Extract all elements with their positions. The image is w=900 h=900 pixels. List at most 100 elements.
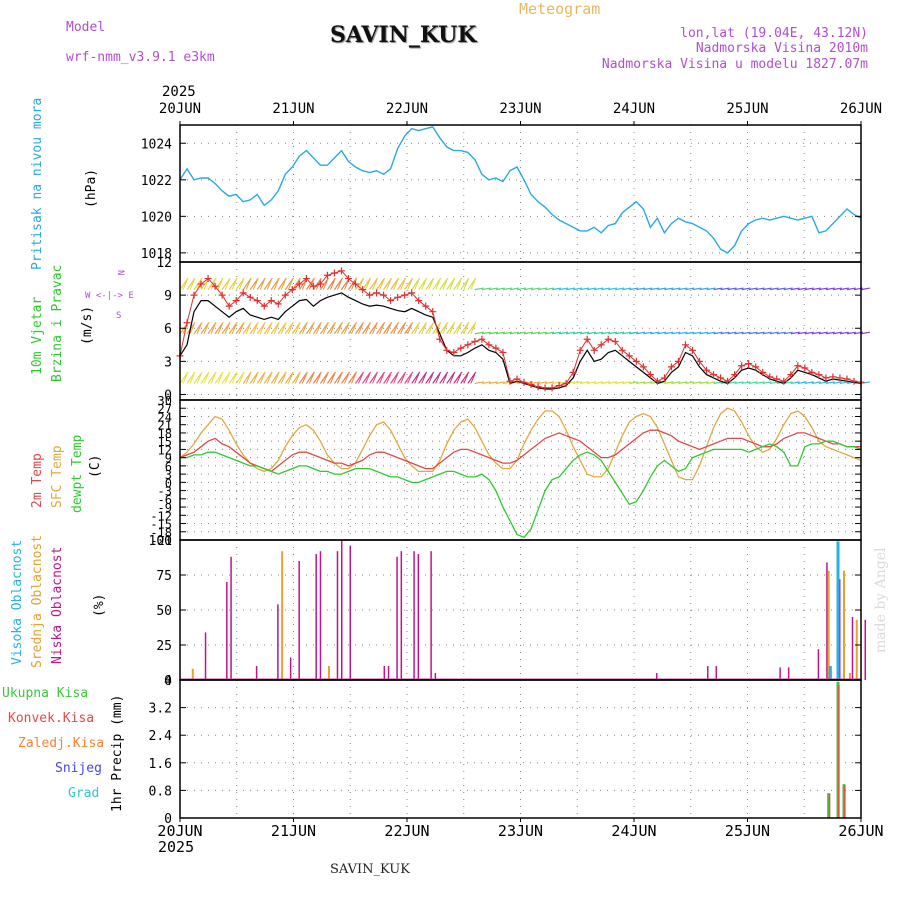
wind-barb-flag	[456, 324, 462, 334]
wind-barb-flag	[210, 324, 216, 334]
wind-barb-flag	[442, 324, 448, 334]
wind-barb-flag	[182, 280, 188, 290]
wind-barb	[573, 381, 583, 385]
low-cloud-bar	[864, 619, 867, 680]
low-cloud-bar	[413, 551, 415, 680]
wind-barb-flag	[449, 280, 455, 290]
wind-barb	[671, 331, 681, 335]
wind-gust-marker	[745, 360, 753, 368]
y-tick-label: 1.6	[149, 757, 172, 772]
y-tick-label: 27	[158, 402, 172, 416]
wind-gust-marker	[703, 366, 711, 374]
y-tick-label: 1024	[141, 137, 172, 152]
wind-barb	[355, 321, 365, 335]
wind-barb-flag	[428, 324, 434, 334]
wind-barb	[804, 287, 814, 291]
low-cloud-bar	[255, 666, 258, 680]
wind-barb-flag	[400, 324, 406, 334]
wind-barb	[411, 321, 421, 335]
wind-barb-flag	[329, 324, 335, 334]
wind-barb	[397, 371, 407, 384]
wind-barb	[713, 381, 723, 385]
wind-barb-flag	[379, 324, 385, 334]
wind-barb	[488, 381, 498, 385]
wind-barb	[376, 321, 386, 335]
wind-barb	[587, 287, 597, 291]
wind-barb-flag	[287, 324, 293, 334]
wind-gust-marker	[576, 346, 584, 354]
precip-conv-bar	[838, 685, 840, 818]
wind-barb-flag	[196, 280, 202, 290]
wind-gust-marker	[211, 282, 219, 290]
y-tick-label: 1022	[141, 174, 172, 189]
wind-barb-flag	[379, 280, 385, 290]
wind-barb	[566, 331, 576, 335]
wind-gust-marker	[204, 275, 212, 283]
wind-gust-marker	[373, 289, 381, 297]
wind-barb	[762, 331, 772, 335]
low-cloud-bar	[851, 617, 854, 680]
wind-barb	[509, 331, 519, 335]
precip-conv-bar	[844, 785, 846, 818]
y-tick-label: 9	[165, 452, 172, 466]
wind-barb	[790, 287, 800, 291]
wind-barb	[741, 381, 751, 385]
wind-gust-marker	[646, 371, 654, 379]
wind-barb	[362, 277, 372, 290]
wind-gust-marker	[232, 297, 240, 305]
wind-gust-marker	[696, 357, 704, 365]
wind-barb	[769, 331, 779, 335]
wind-gust-marker	[667, 363, 675, 371]
wind-barb-flag	[365, 280, 370, 290]
wind-barb	[425, 277, 435, 290]
mid-cloud-bar	[191, 668, 194, 680]
wind-barb	[573, 331, 583, 335]
wind-barb-flag	[196, 324, 202, 334]
wind-gust-marker	[218, 291, 226, 299]
wind-barb-flag	[322, 280, 328, 290]
wind-gust-marker	[401, 291, 409, 299]
wind-barb	[200, 321, 210, 335]
wind-gust-marker	[780, 377, 788, 385]
y-tick-label: 15	[158, 435, 172, 449]
wind-gust-marker	[225, 302, 233, 310]
wind-barb	[615, 381, 625, 385]
wind-barb	[390, 321, 400, 335]
wind-barb-flag	[315, 324, 321, 334]
wind-barb	[762, 381, 772, 385]
wind-gust-marker	[738, 362, 746, 370]
wind-barb	[537, 287, 548, 291]
wind-barb	[333, 321, 343, 335]
wind-barb	[530, 287, 540, 291]
wind-barb	[713, 331, 723, 335]
wind-barb	[706, 331, 716, 335]
wind-barb	[214, 321, 224, 335]
wind-barb-flag	[266, 374, 272, 384]
low-cloud-bar	[230, 556, 232, 680]
wind-barb-flag	[358, 374, 363, 384]
precip-conv-bar	[828, 793, 831, 818]
wind-barb-flag	[280, 374, 286, 384]
low-cloud-bar	[434, 673, 437, 680]
wind-barb	[453, 371, 463, 384]
panel-frame	[179, 679, 862, 819]
wind-barb-flag	[470, 374, 476, 384]
wind-barb	[411, 371, 421, 384]
wind-barb-flag	[189, 280, 195, 290]
wind-barb	[495, 331, 505, 335]
wind-barb	[692, 381, 702, 385]
y-tick-label: 4	[164, 674, 172, 689]
wind-barb	[481, 331, 491, 335]
wind-gust-marker	[436, 335, 444, 343]
wind-barb	[200, 371, 210, 384]
wind-barb-flag	[428, 374, 434, 384]
wind-barb	[537, 381, 548, 385]
wind-barb	[860, 331, 870, 335]
wind-barb	[566, 287, 576, 291]
wind-gust-marker	[653, 377, 661, 385]
wind-barb	[277, 277, 287, 290]
low-cloud-bar	[715, 666, 718, 680]
wind-barb	[242, 277, 252, 290]
wind-gust-marker	[815, 371, 823, 379]
wind-barb	[397, 277, 407, 290]
